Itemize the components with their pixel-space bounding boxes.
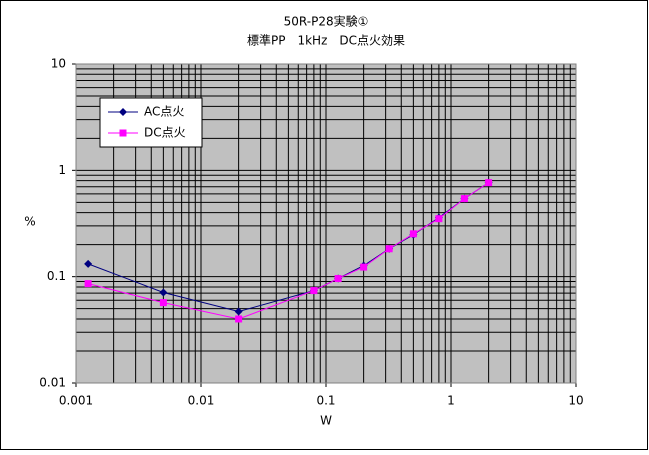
y-tick-label: 0.1: [47, 269, 66, 283]
x-tick-label: 0.01: [188, 394, 215, 408]
marker: [159, 299, 167, 307]
legend: AC点火 DC点火: [99, 97, 203, 148]
marker: [334, 275, 342, 283]
y-tick-label: 10: [51, 57, 66, 71]
marker: [485, 179, 493, 187]
marker: [460, 195, 468, 203]
chart-subtitle: 標準PP 1kHz DC点火効果: [247, 33, 405, 48]
x-axis-label: W: [320, 414, 332, 428]
marker: [84, 259, 93, 268]
chart-title: 50R-P28実験①: [284, 14, 369, 29]
marker: [385, 245, 393, 253]
y-axis-label: %: [24, 215, 35, 229]
marker: [119, 129, 127, 137]
marker: [235, 315, 243, 323]
x-tick-label: 0.001: [59, 394, 93, 408]
marker: [435, 215, 443, 223]
legend-label: AC点火: [144, 105, 184, 119]
marker: [84, 280, 92, 288]
marker: [234, 307, 243, 316]
x-tick-label: 1: [447, 394, 455, 408]
x-tick-label: 0.1: [316, 394, 335, 408]
plot-frame: [75, 63, 577, 384]
marks: [84, 178, 493, 323]
marker: [159, 288, 168, 297]
marker: [360, 263, 368, 271]
legend-box: [99, 97, 203, 148]
marker: [409, 230, 417, 238]
y-tick-label: 0.01: [39, 376, 66, 390]
x-tick-label: 10: [568, 394, 583, 408]
legend-label: DC点火: [144, 126, 186, 140]
marker: [119, 108, 127, 116]
marker: [310, 287, 318, 295]
y-tick-label: 1: [58, 163, 66, 177]
